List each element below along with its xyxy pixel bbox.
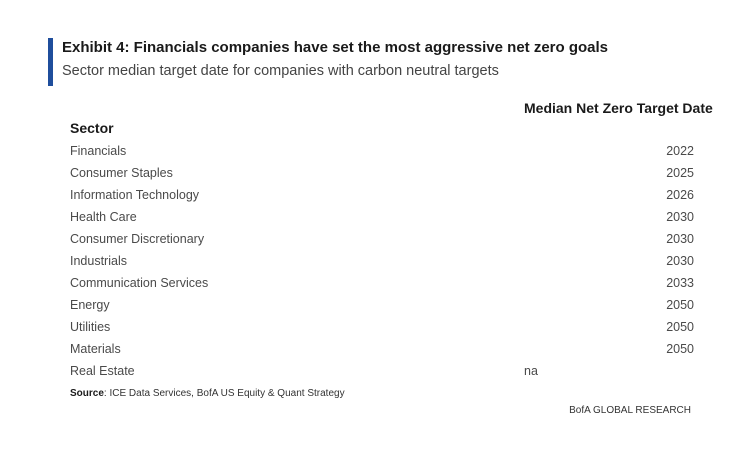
table-row: Information Technology 2026 (70, 184, 694, 206)
exhibit-title: Exhibit 4: Financials companies have set… (62, 39, 609, 56)
source-text: : ICE Data Services, BofA US Equity & Qu… (103, 388, 345, 399)
target-date-column-header: Median Net Zero Target Date (524, 100, 713, 116)
target-date-value: 2030 (666, 232, 694, 246)
sector-name: Consumer Staples (70, 166, 173, 180)
table-row: Utilities 2050 (70, 316, 694, 338)
target-date-value: 2050 (666, 342, 694, 356)
sector-name: Information Technology (70, 188, 200, 202)
sector-name: Utilities (70, 320, 111, 334)
exhibit-subtitle: Sector median target date for companies … (62, 63, 499, 79)
target-date-value: 2050 (666, 298, 694, 312)
target-date-value: 2022 (666, 144, 694, 158)
target-date-value: 2050 (666, 320, 694, 334)
sector-name: Health Care (70, 210, 137, 224)
source-note: Source: ICE Data Services, BofA US Equit… (70, 388, 345, 399)
table-row: Real Estate na (70, 360, 694, 382)
sector-name: Industrials (70, 254, 127, 268)
sector-name: Communication Services (70, 276, 209, 290)
table-row: Communication Services 2033 (70, 272, 694, 294)
sector-name: Consumer Discretionary (70, 232, 205, 246)
table-row: Consumer Staples 2025 (70, 162, 694, 184)
sector-name: Financials (70, 144, 127, 158)
target-date-value: 2025 (666, 166, 694, 180)
table-row: Health Care 2030 (70, 206, 694, 228)
sector-name: Materials (70, 342, 121, 356)
target-date-value: na (524, 364, 538, 378)
table-row: Financials 2022 (70, 140, 694, 162)
sector-name: Energy (70, 298, 110, 312)
table-row: Materials 2050 (70, 338, 694, 360)
table-row: Consumer Discretionary 2030 (70, 228, 694, 250)
sector-name: Real Estate (70, 364, 135, 378)
sector-table: Financials 2022 Consumer Staples 2025 In… (70, 140, 694, 382)
table-row: Industrials 2030 (70, 250, 694, 272)
target-date-value: 2030 (666, 210, 694, 224)
target-date-value: 2026 (666, 188, 694, 202)
source-label: Source (70, 388, 104, 399)
brand-label: BofA GLOBAL RESEARCH (569, 405, 691, 416)
sector-column-header: Sector (70, 120, 114, 136)
target-date-value: 2030 (666, 254, 694, 268)
table-row: Energy 2050 (70, 294, 694, 316)
target-date-value: 2033 (666, 276, 694, 290)
accent-bar (48, 38, 53, 86)
